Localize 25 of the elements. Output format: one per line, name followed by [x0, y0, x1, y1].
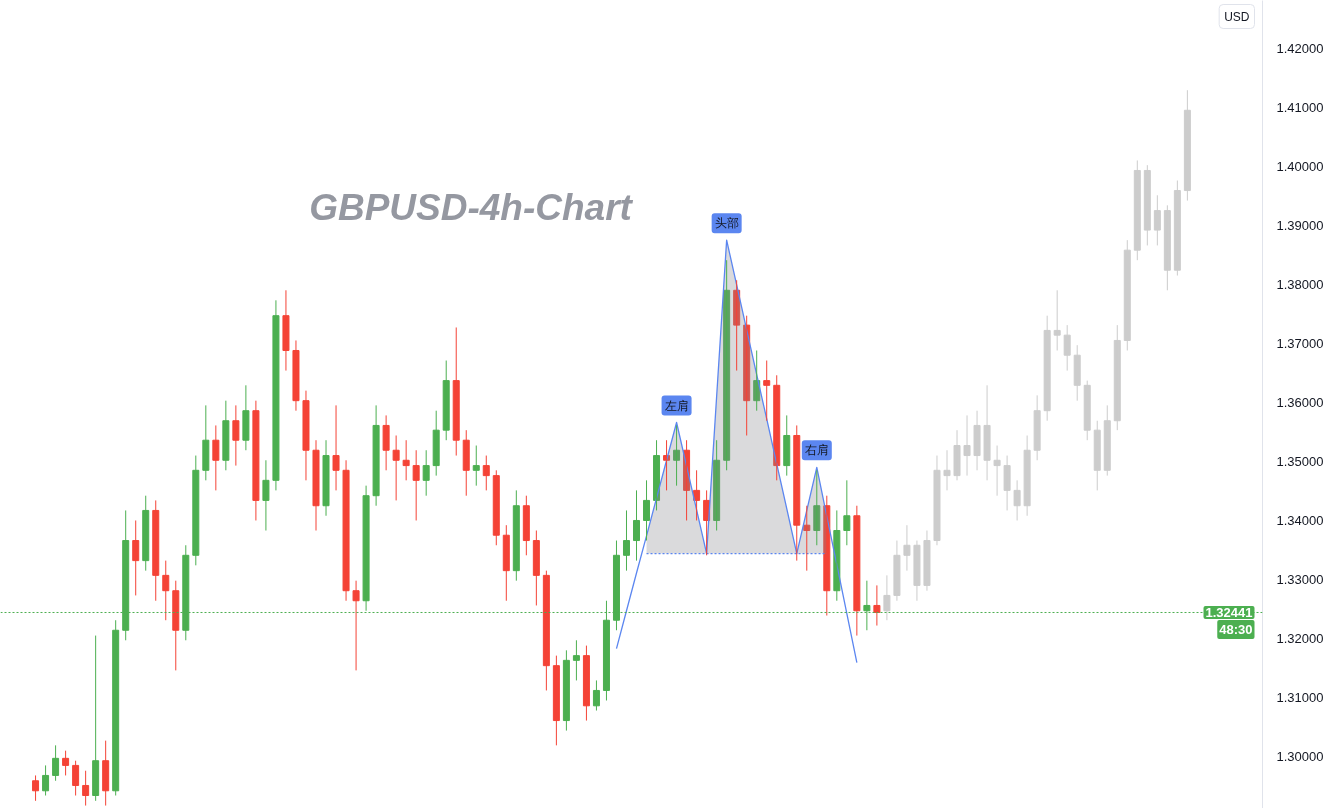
y-tick-label: 1.33000	[1276, 572, 1324, 587]
candlestick	[763, 360, 771, 422]
y-axis-title: USD	[1224, 9, 1250, 24]
candlestick	[472, 445, 480, 487]
y-tick-label: 1.39000	[1276, 217, 1324, 233]
y-tick-label: 1.36000	[1276, 394, 1324, 410]
data-label: 头部	[714, 216, 739, 231]
y-tick-label: 1.30000	[1276, 749, 1324, 765]
annotation: 48:30	[1219, 621, 1253, 637]
data-label: 左肩	[664, 398, 689, 413]
y-tick-label: 1.34000	[1276, 512, 1324, 528]
text: GBPUSD-4h-Chart	[309, 187, 634, 228]
y-tick-label: 1.35000	[1276, 453, 1324, 469]
y-tick-label: 1.31000	[1276, 690, 1324, 706]
y-tick-label: 1.38000	[1276, 276, 1324, 292]
y-tick-label: 1.41000	[1276, 99, 1324, 115]
y-tick-label: 1.32000	[1276, 631, 1324, 647]
candlestick	[572, 639, 580, 681]
y-tick-label: 1.37000	[1276, 335, 1324, 351]
candlestick	[1053, 289, 1061, 351]
line-series	[615, 239, 858, 664]
data-label: 右肩	[804, 443, 829, 458]
y-tick-label: 1.42000	[1276, 40, 1324, 56]
ref-line-label: 1.32441	[1205, 604, 1253, 620]
y-tick-label: 1.40000	[1276, 158, 1324, 174]
